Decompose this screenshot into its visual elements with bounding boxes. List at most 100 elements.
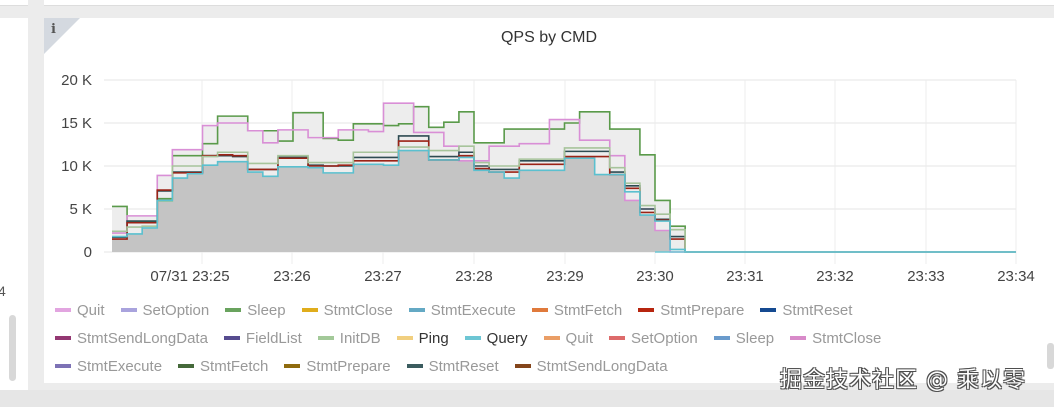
legend-item-stmtfetch[interactable]: StmtFetch xyxy=(178,358,268,375)
y-tick-label: 10 K xyxy=(61,158,92,175)
legend-item-setoption[interactable]: SetOption xyxy=(609,330,698,347)
legend-swatch-icon xyxy=(223,336,240,340)
y-tick-label: 20 K xyxy=(61,72,92,89)
info-icon[interactable]: i xyxy=(51,22,56,37)
left-panel-text: 4 xyxy=(0,283,6,299)
legend-item-stmtsendlongdata[interactable]: StmtSendLongData xyxy=(55,330,208,347)
bottom-strip xyxy=(0,390,1054,407)
legend-label: StmtFetch xyxy=(553,301,623,319)
legend-swatch-icon xyxy=(225,308,242,312)
legend-item-sleep[interactable]: Sleep xyxy=(225,301,286,319)
x-tick-label: 23:30 xyxy=(636,268,674,285)
x-axis-labels: 07/31 23:25 23:26 23:27 23:28 23:29 23:30 23:3… xyxy=(150,268,1034,285)
legend-row: Quit SetOption Sleep StmtClose StmtExecute St… xyxy=(55,296,1045,324)
right-scrollbar[interactable] xyxy=(1047,343,1054,369)
legend-swatch-icon xyxy=(55,364,71,368)
legend-item-sleep[interactable]: Sleep xyxy=(713,329,775,347)
legend-item-stmtexecute[interactable]: StmtExecute xyxy=(408,301,516,319)
top-strip xyxy=(0,0,1054,6)
x-tick-label: 23:31 xyxy=(726,268,764,285)
legend-label: InitDB xyxy=(339,329,381,347)
legend-item-stmtreset[interactable]: StmtReset xyxy=(406,357,499,375)
legend-label: Sleep xyxy=(247,301,286,319)
legend-swatch-icon xyxy=(408,308,425,312)
chart-legend: Quit SetOption Sleep StmtClose StmtExecute St… xyxy=(55,296,1045,380)
legend-item-stmtprepare[interactable]: StmtPrepare xyxy=(638,302,744,319)
x-tick-label: 23:34 xyxy=(997,268,1035,285)
legend-swatch-icon xyxy=(406,364,423,368)
left-panel-fragment: 4 xyxy=(0,18,28,390)
legend-swatch-icon xyxy=(317,336,334,340)
legend-label: StmtExecute xyxy=(77,357,163,375)
legend-label: SetOption xyxy=(631,329,698,347)
legend-row: StmtSendLongData FieldList InitDB Ping Query… xyxy=(55,324,1045,352)
chart-title: QPS by CMD xyxy=(500,29,597,46)
series-line-quit xyxy=(112,102,1016,253)
legend-item-setoption[interactable]: SetOption xyxy=(120,301,210,319)
legend-swatch-icon xyxy=(284,364,301,368)
legend-swatch-icon xyxy=(531,308,548,312)
legend-swatch-icon xyxy=(396,336,413,340)
legend-swatch-icon xyxy=(514,364,531,368)
legend-swatch-icon xyxy=(55,336,71,340)
x-tick-label: 23:26 xyxy=(273,268,311,285)
y-axis-labels: 0 5 K 10 K 15 K 20 K xyxy=(61,72,92,261)
legend-label: SetOption xyxy=(142,301,210,319)
legend-label: FieldList xyxy=(245,329,302,347)
legend-swatch-icon xyxy=(464,336,481,340)
legend-swatch-icon xyxy=(713,336,730,340)
legend-swatch-icon xyxy=(760,308,777,312)
y-tick-label: 15 K xyxy=(61,115,92,132)
legend-label: Ping xyxy=(418,329,449,347)
legend-label: Query xyxy=(486,329,528,347)
legend-item-initdb[interactable]: InitDB xyxy=(317,329,381,347)
left-scrollbar[interactable] xyxy=(9,315,16,381)
legend-item-fieldlist[interactable]: FieldList xyxy=(223,329,302,347)
legend-item-stmtclose[interactable]: StmtClose xyxy=(790,330,881,347)
legend-item-stmtexecute[interactable]: StmtExecute xyxy=(55,358,162,375)
legend-label: StmtFetch xyxy=(200,357,269,375)
legend-swatch-icon xyxy=(790,336,807,340)
legend-item-stmtsendlongdata[interactable]: StmtSendLongData xyxy=(514,357,668,375)
legend-label: StmtSendLongData xyxy=(77,329,208,347)
legend-item-stmtfetch[interactable]: StmtFetch xyxy=(531,301,623,319)
legend-label: Sleep xyxy=(735,329,775,347)
legend-label: StmtReset xyxy=(782,301,853,319)
x-tick-label: 07/31 23:25 xyxy=(150,268,229,285)
y-tick-label: 0 xyxy=(84,244,92,261)
legend-item-ping[interactable]: Ping xyxy=(396,329,449,347)
legend-swatch-icon xyxy=(543,336,560,340)
chart-panel: i QPS by CMD 0 5 K 10 K 15 K 20 K 07/31 23:2… xyxy=(44,18,1054,383)
legend-swatch-icon xyxy=(178,364,195,368)
legend-label: StmtPrepare xyxy=(660,301,745,319)
x-tick-label: 23:29 xyxy=(546,268,584,285)
legend-label: Quit xyxy=(565,329,594,347)
legend-label: StmtExecute xyxy=(430,301,516,319)
legend-item-stmtprepare[interactable]: StmtPrepare xyxy=(284,357,391,375)
legend-swatch-icon xyxy=(638,308,655,312)
legend-label: StmtClose xyxy=(812,329,882,347)
series-line-query xyxy=(112,149,1016,253)
legend-item-stmtclose[interactable]: StmtClose xyxy=(301,301,393,319)
y-tick-label: 5 K xyxy=(69,201,92,218)
x-tick-label: 23:27 xyxy=(364,268,402,285)
series-line-initdb xyxy=(112,145,1016,253)
legend-swatch-icon xyxy=(120,308,137,312)
legend-item-query[interactable]: Query xyxy=(464,329,528,347)
legend-label: Quit xyxy=(77,301,105,319)
legend-item-quit[interactable]: Quit xyxy=(543,329,594,347)
x-tick-label: 23:32 xyxy=(816,268,854,285)
info-corner[interactable] xyxy=(44,18,80,54)
legend-swatch-icon xyxy=(609,336,626,340)
x-tick-label: 23:28 xyxy=(455,268,493,285)
chart-plot[interactable]: 0 5 K 10 K 15 K 20 K 07/31 23:25 23:26 23:27 23… xyxy=(44,18,1054,293)
legend-label: StmtPrepare xyxy=(306,357,391,375)
legend-label: StmtReset xyxy=(428,357,499,375)
legend-swatch-icon xyxy=(55,308,71,312)
legend-item-quit[interactable]: Quit xyxy=(55,302,105,319)
legend-label: StmtClose xyxy=(323,301,393,319)
legend-label: StmtSendLongData xyxy=(536,357,668,375)
x-tick-label: 23:33 xyxy=(907,268,945,285)
legend-swatch-icon xyxy=(301,308,318,312)
legend-item-stmtreset[interactable]: StmtReset xyxy=(760,302,852,319)
